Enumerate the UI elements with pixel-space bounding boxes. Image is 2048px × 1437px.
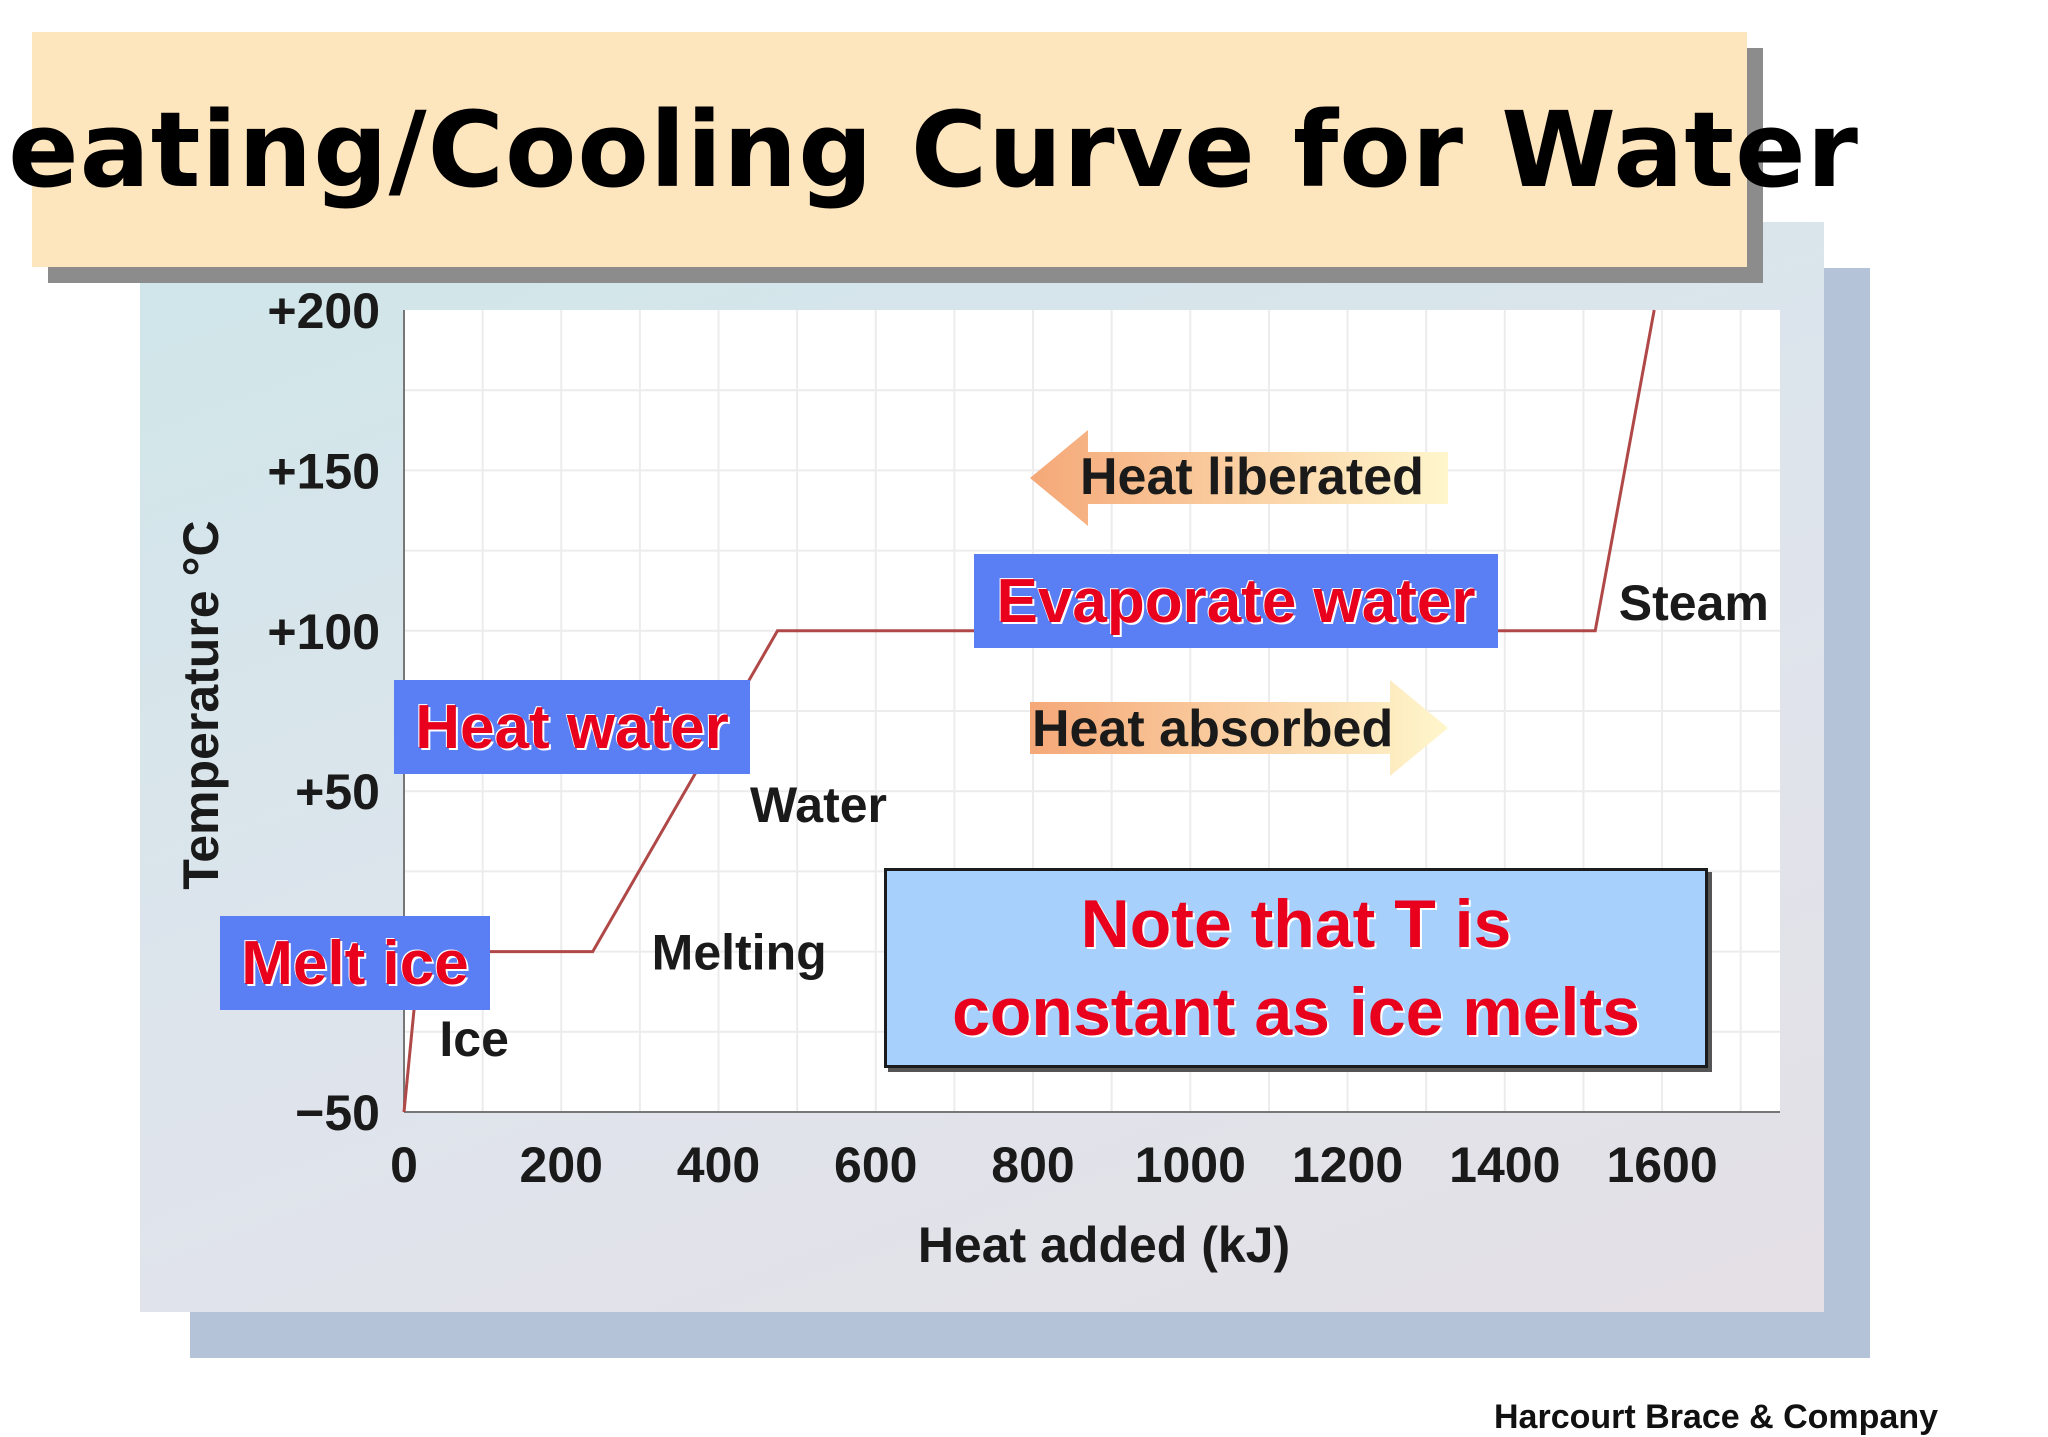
y-tick-label: +150 bbox=[267, 443, 380, 499]
x-tick-label: 600 bbox=[834, 1137, 917, 1193]
phase-labels: Ice Melting Water Steam bbox=[439, 575, 1769, 1067]
heat-absorbed-arrow bbox=[1030, 680, 1448, 776]
melt-ice-label: Melt ice bbox=[220, 916, 490, 1010]
note-box: Note that T is constant as ice melts bbox=[884, 868, 1708, 1068]
y-tick-label: +50 bbox=[295, 764, 380, 820]
y-tick-label: −50 bbox=[295, 1085, 380, 1141]
evaporate-water-label: Evaporate water bbox=[974, 554, 1498, 648]
x-tick-label: 800 bbox=[991, 1137, 1074, 1193]
heat-absorbed-label: Heat absorbed bbox=[1032, 700, 1393, 758]
x-tick-label: 1400 bbox=[1449, 1137, 1560, 1193]
y-tick-labels: −50 +50 +100 +150 +200 bbox=[267, 283, 380, 1141]
x-tick-labels: 0 200 400 600 800 1000 1200 1400 1600 bbox=[390, 1137, 1718, 1193]
page-title: Heating/Cooling Curve for Water bbox=[0, 88, 1859, 211]
heat-liberated-arrow bbox=[1030, 430, 1448, 526]
y-tick-label: +100 bbox=[267, 604, 380, 660]
x-tick-label: 0 bbox=[390, 1137, 418, 1193]
x-tick-label: 1200 bbox=[1292, 1137, 1403, 1193]
title-banner: Heating/Cooling Curve for Water bbox=[0, 32, 1858, 267]
note-line-2: constant as ice melts bbox=[952, 974, 1640, 1050]
melt-ice-text: Melt ice bbox=[241, 928, 469, 998]
y-axis-label: Temperature °C bbox=[173, 520, 229, 889]
phase-label: Melting bbox=[652, 925, 827, 981]
note-line-1: Note that T is bbox=[1080, 886, 1512, 962]
evaporate-water-text: Evaporate water bbox=[996, 566, 1476, 636]
phase-label: Ice bbox=[439, 1011, 509, 1067]
x-axis-label: Heat added (kJ) bbox=[918, 1217, 1290, 1273]
y-tick-label: +200 bbox=[267, 283, 380, 339]
phase-label: Steam bbox=[1619, 575, 1769, 631]
phase-label: Water bbox=[750, 777, 887, 833]
x-tick-label: 400 bbox=[677, 1137, 760, 1193]
heat-liberated-label: Heat liberated bbox=[1080, 448, 1424, 506]
x-tick-label: 1600 bbox=[1606, 1137, 1717, 1193]
x-tick-label: 1000 bbox=[1135, 1137, 1246, 1193]
heat-water-label: Heat water bbox=[394, 680, 750, 774]
x-tick-label: 200 bbox=[520, 1137, 603, 1193]
heat-water-text: Heat water bbox=[415, 692, 729, 762]
